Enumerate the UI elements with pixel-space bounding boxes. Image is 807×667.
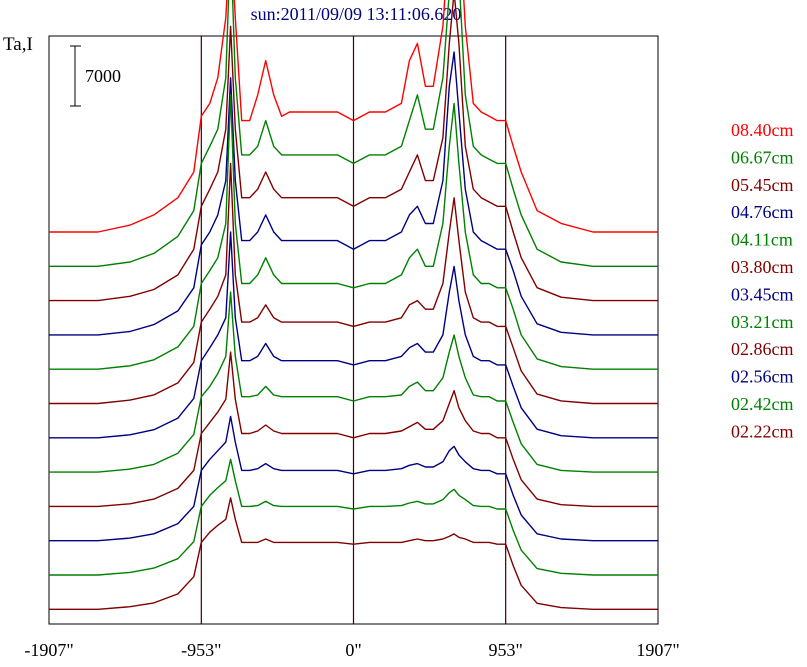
legend-entry: 03.21cm [731,312,794,332]
scale-bar-label: 7000 [85,66,121,86]
legend-entry: 02.42cm [731,394,794,414]
legend-entry: 04.76cm [731,202,794,222]
intensity-scale-bar: 7000 [70,45,121,107]
series-line-02-56cm [49,415,658,542]
y-axis-label: Ta,I [3,34,33,55]
x-tick-label: 0" [345,640,361,660]
series-line-04-76cm [49,51,658,336]
series-layer [49,0,658,610]
legend-entry: 03.80cm [731,257,794,277]
legend-entry: 04.11cm [731,230,793,250]
chart-title: sun:2011/09/09 13:11:06.620 [251,4,462,24]
x-tick-label: -953" [181,640,221,660]
x-tick-label: 1907" [636,640,679,660]
legend-entry: 02.56cm [731,367,794,387]
series-line-02-86cm [49,351,658,508]
legend-entry: 06.67cm [731,147,794,167]
legend-entry: 02.86cm [731,339,794,359]
x-tick-label: 953" [488,640,522,660]
vertical-marker-lines [200,36,507,624]
series-line-08-40cm [49,0,658,233]
series-line-03-45cm [49,231,658,439]
x-tick-label: -1907" [24,640,73,660]
x-axis-ticks: -1907" -953" 0" 953" 1907" [24,640,679,660]
series-line-06-67cm [49,0,658,267]
series-line-02-22cm [49,497,658,610]
legend-entry: 08.40cm [731,120,794,140]
series-line-05-45cm [49,0,658,302]
series-line-03-80cm [49,162,658,405]
series-line-03-21cm [49,291,658,473]
legend-entry: 02.22cm [731,421,794,441]
legend-entry: 05.45cm [731,175,794,195]
legend-entry: 03.45cm [731,284,794,304]
series-line-02-42cm [49,458,658,576]
legend: 08.40cm 06.67cm 05.45cm 04.76cm 04.11cm 03.80… [731,120,794,441]
series-line-04-11cm [49,94,658,370]
